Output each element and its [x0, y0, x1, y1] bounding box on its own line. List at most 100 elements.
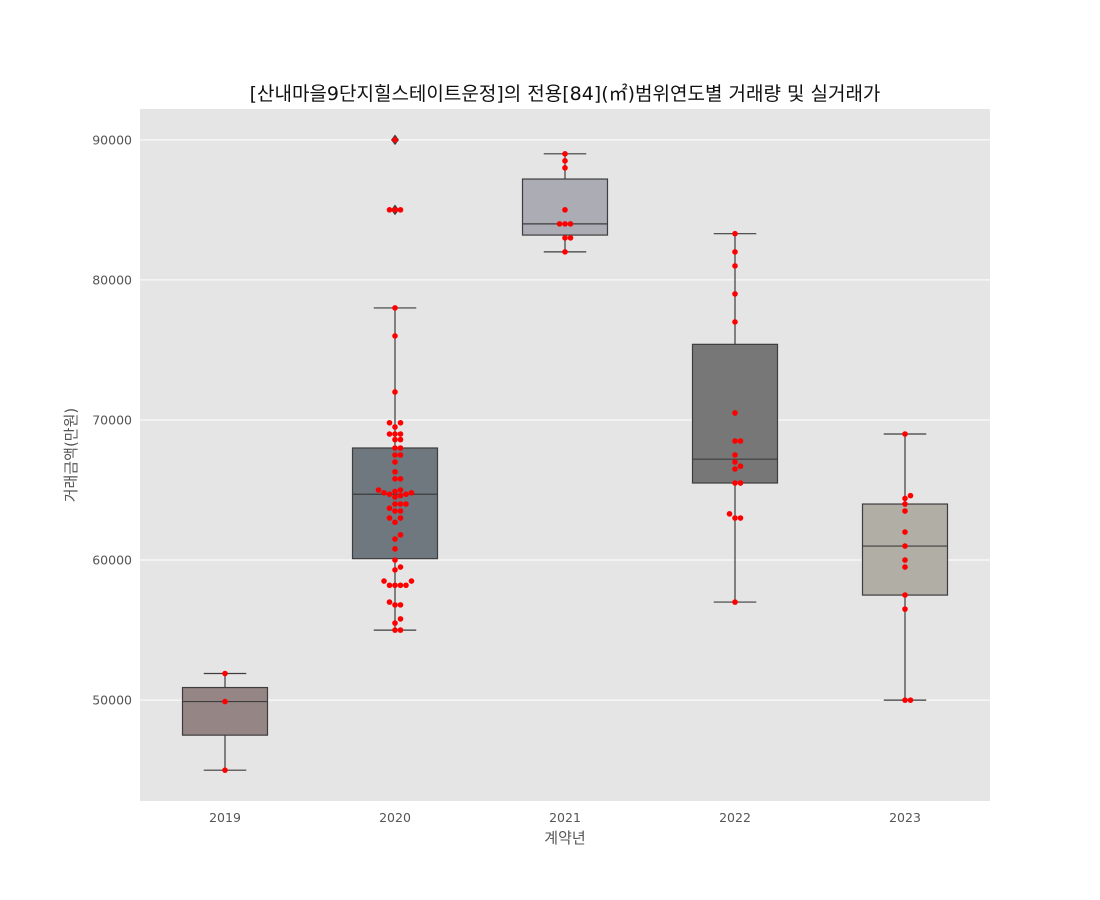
- data-point: [902, 606, 908, 612]
- data-point: [375, 487, 382, 493]
- data-point: [397, 515, 404, 521]
- data-point: [392, 546, 398, 552]
- data-point: [397, 476, 404, 482]
- data-point: [392, 602, 398, 608]
- data-point: [392, 582, 398, 589]
- data-point: [907, 697, 914, 703]
- data-point: [222, 670, 228, 677]
- data-point: [732, 263, 738, 269]
- data-point: [562, 207, 568, 213]
- data-point: [732, 480, 738, 486]
- data-point: [392, 620, 398, 626]
- data-point: [397, 436, 404, 443]
- data-point: [392, 488, 398, 495]
- data-point: [907, 492, 914, 499]
- y-axis-label: 거래금액(만원): [62, 408, 80, 503]
- data-point: [397, 602, 404, 608]
- data-point: [397, 564, 404, 570]
- data-point: [386, 599, 393, 605]
- data-point: [397, 627, 404, 633]
- data-point: [403, 501, 409, 507]
- x-tick-label: 2020: [379, 810, 411, 825]
- data-point: [392, 207, 398, 213]
- data-point: [732, 230, 738, 237]
- box-2019: [181, 686, 269, 736]
- data-point: [562, 221, 568, 227]
- data-point: [737, 480, 744, 486]
- data-point: [562, 249, 568, 255]
- y-tick-label: 90000: [92, 132, 132, 147]
- data-point: [562, 235, 568, 241]
- data-point: [386, 582, 393, 589]
- data-point: [392, 476, 398, 482]
- data-point: [732, 249, 738, 255]
- data-point: [386, 207, 393, 213]
- box-2023: [861, 503, 949, 596]
- data-point: [567, 221, 574, 227]
- data-point: [222, 698, 228, 705]
- data-point: [737, 463, 744, 470]
- data-point: [397, 445, 404, 451]
- data-point: [902, 529, 908, 535]
- data-point: [392, 508, 398, 514]
- swarm-points: [222, 137, 914, 773]
- data-point: [381, 578, 387, 584]
- data-point: [732, 291, 738, 297]
- data-point: [737, 515, 744, 521]
- data-point: [392, 627, 398, 633]
- data-point: [397, 452, 404, 458]
- data-point: [562, 165, 568, 171]
- data-point: [392, 459, 398, 465]
- data-point: [726, 511, 733, 517]
- y-tick-label: 70000: [92, 412, 132, 427]
- data-point: [386, 419, 393, 426]
- data-point: [732, 599, 738, 605]
- data-point: [902, 508, 908, 514]
- data-point: [732, 459, 738, 465]
- data-point: [902, 495, 908, 502]
- data-point: [902, 592, 908, 598]
- data-point: [397, 207, 404, 213]
- x-axis-ticks: 2019 2020 2021 2022 2023: [209, 810, 921, 825]
- box-2021: [521, 178, 609, 236]
- data-point: [902, 557, 908, 563]
- data-point: [381, 490, 387, 496]
- data-point: [732, 319, 738, 325]
- data-point: [732, 438, 738, 444]
- data-point: [392, 305, 398, 311]
- data-point: [397, 616, 404, 622]
- data-point: [392, 494, 398, 500]
- data-point: [732, 452, 738, 458]
- data-point: [392, 445, 398, 451]
- data-point: [397, 492, 404, 499]
- data-point: [397, 508, 404, 514]
- data-point: [902, 697, 908, 703]
- data-point: [562, 151, 568, 157]
- data-point: [732, 466, 738, 472]
- data-point: [222, 767, 228, 773]
- data-point: [392, 519, 398, 526]
- y-tick-label: 80000: [92, 272, 132, 287]
- data-point: [397, 431, 404, 437]
- x-tick-label: 2019: [209, 810, 241, 825]
- data-point: [392, 452, 398, 458]
- data-point: [397, 532, 404, 538]
- data-point: [408, 578, 415, 584]
- data-point: [556, 221, 563, 227]
- data-point: [392, 137, 398, 143]
- x-tick-label: 2021: [549, 810, 581, 825]
- data-point: [392, 333, 398, 339]
- data-point: [408, 490, 415, 496]
- data-point: [562, 158, 568, 164]
- data-point: [403, 491, 409, 498]
- data-point: [392, 557, 398, 563]
- data-point: [392, 424, 398, 430]
- data-point: [386, 515, 393, 521]
- data-point: [902, 501, 908, 507]
- data-point: [567, 235, 574, 241]
- chart-title: [산내마을9단지힐스테이트운정]의 전용[84](㎡)범위연도별 거래량 및 실…: [250, 82, 881, 105]
- gridlines: [140, 139, 990, 701]
- x-tick-label: 2022: [719, 810, 751, 825]
